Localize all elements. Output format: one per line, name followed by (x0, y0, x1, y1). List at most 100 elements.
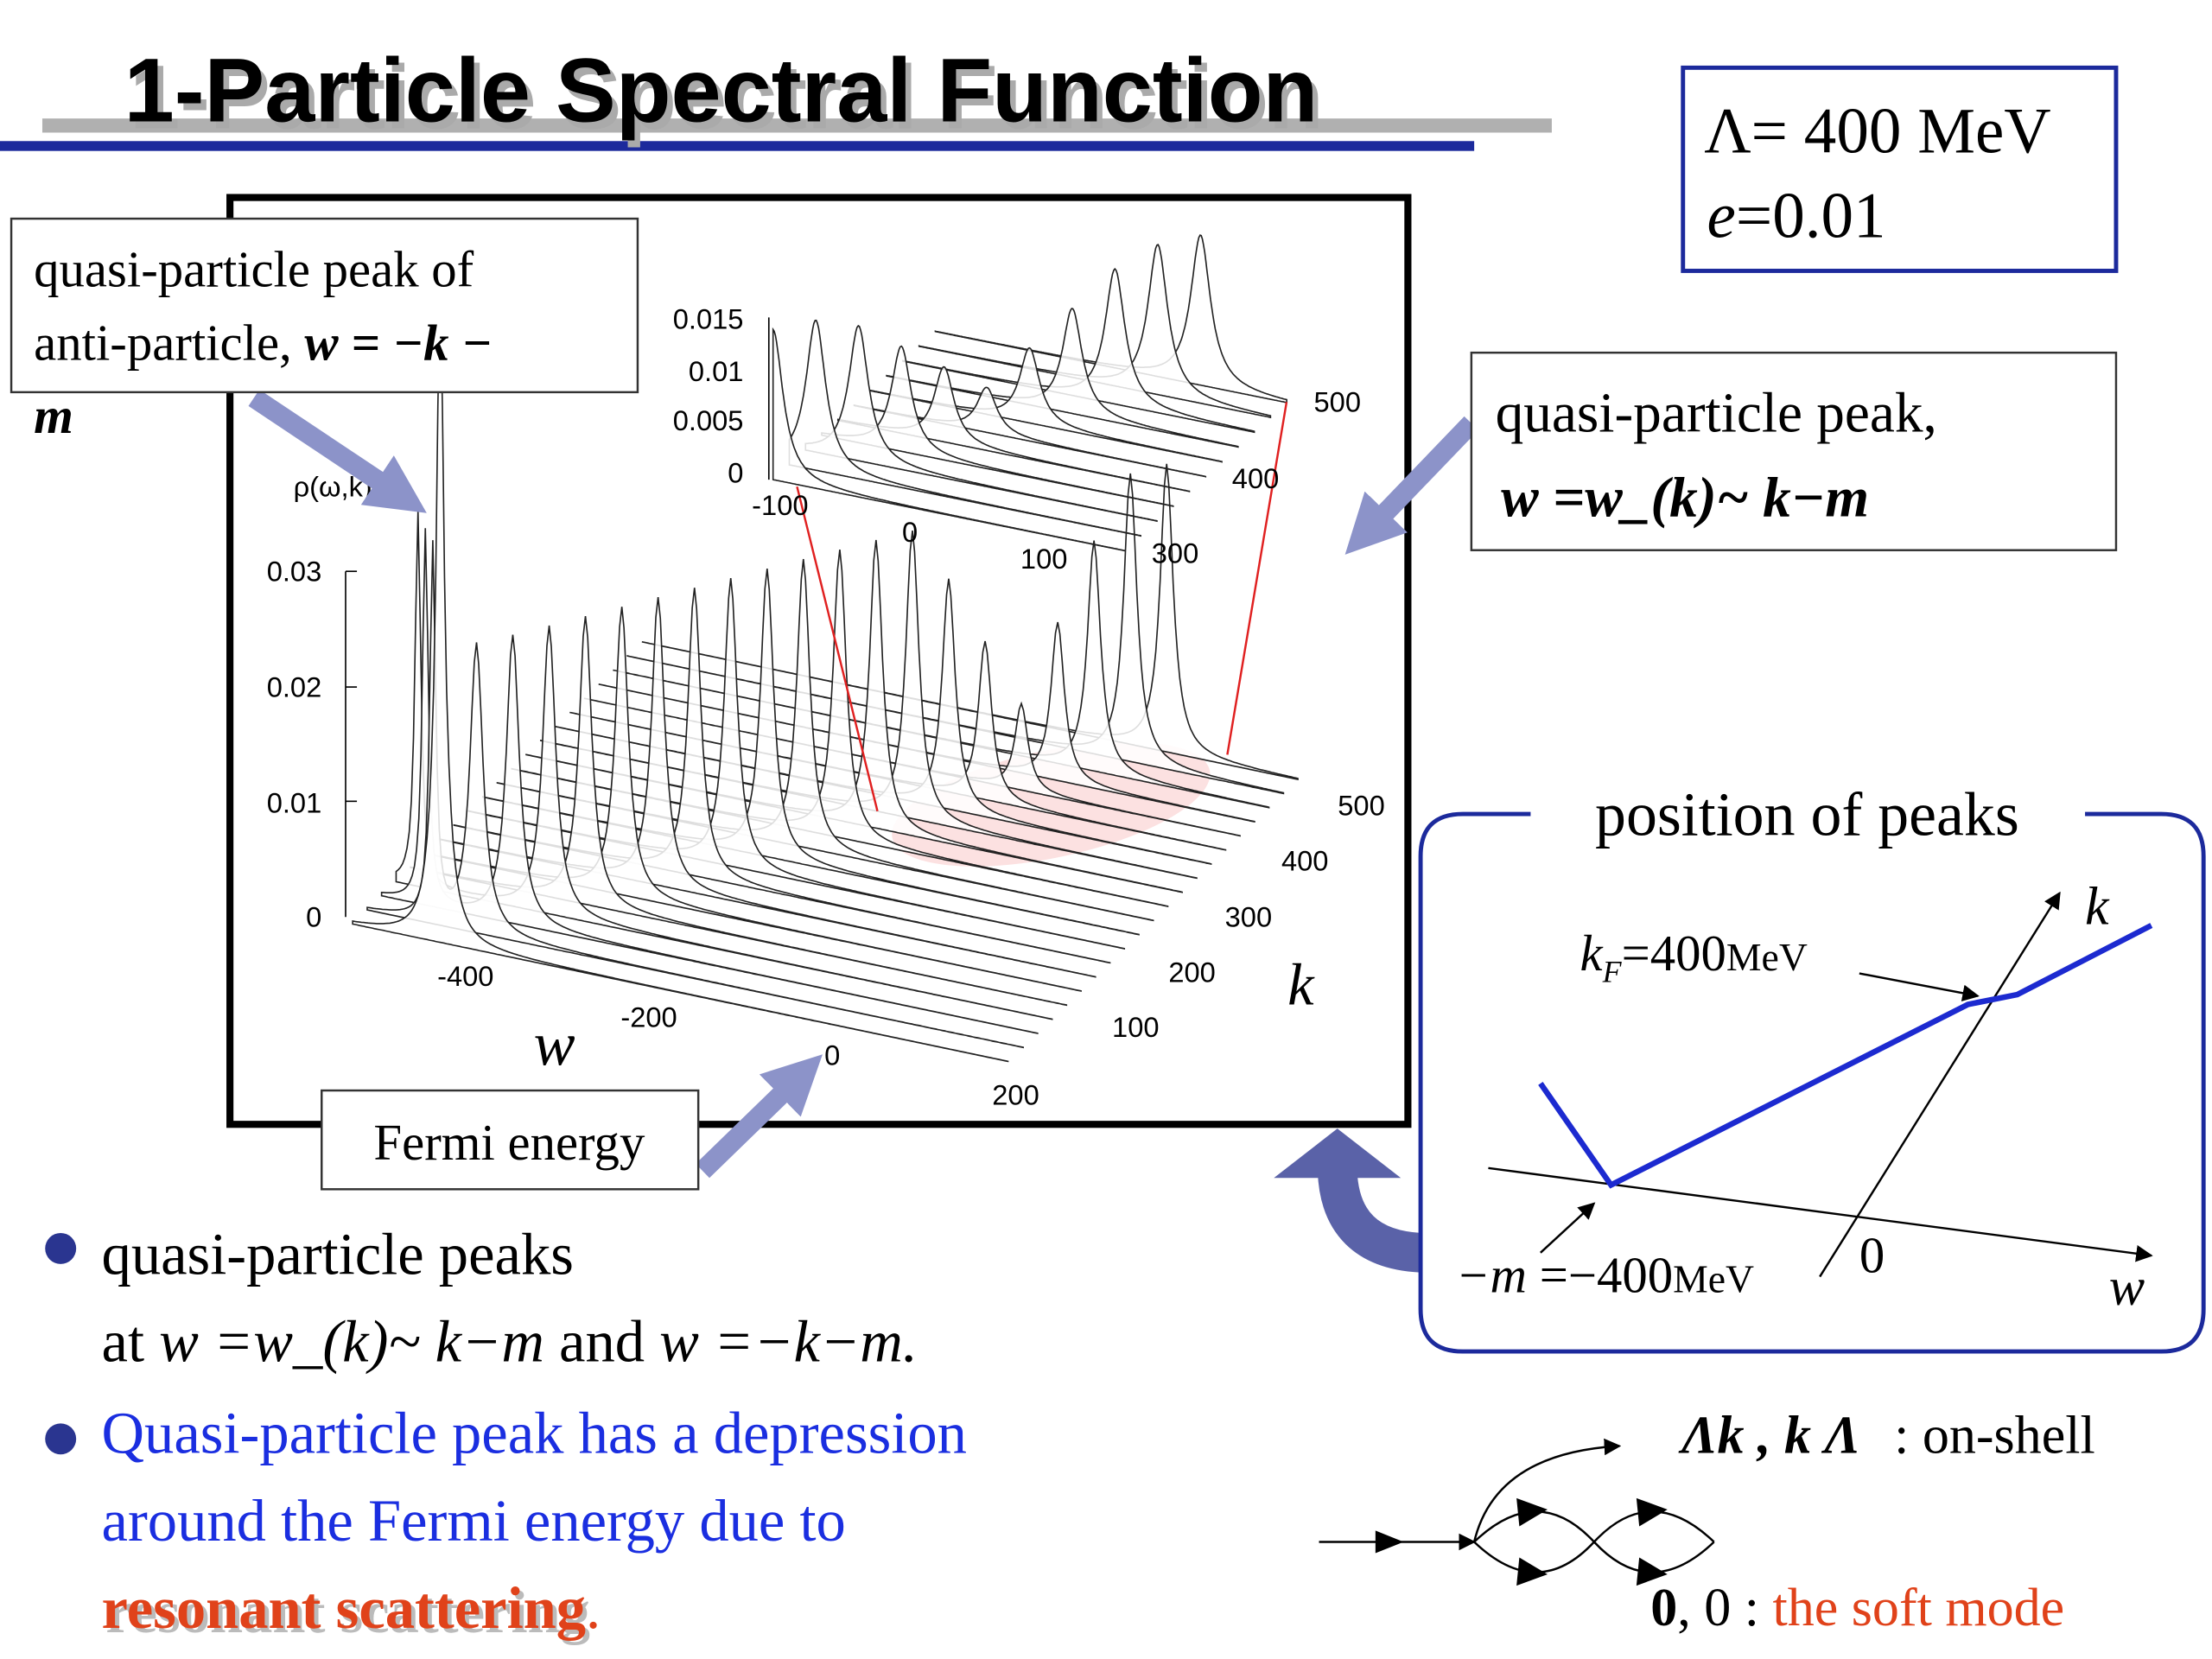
callout-box (10, 217, 639, 394)
callout-box (321, 1089, 700, 1191)
bullet (45, 1423, 77, 1455)
callout-arrow (1344, 416, 1479, 555)
epsilon-symbol: e (1707, 180, 1736, 251)
kf-sub: F (1602, 954, 1623, 988)
cutoff: Λ= 400 MeV (1704, 95, 2050, 167)
inset-k-tick-label: 500 (1314, 386, 1361, 418)
callout-formula: w = −k − (304, 315, 492, 371)
w-label: w (534, 1010, 575, 1079)
red-guide (796, 486, 879, 812)
y-tick-label: 0.03 (267, 556, 322, 588)
highlight-shadow: resonant scattering (105, 1580, 589, 1645)
mass-label: −m =−400MeV (1456, 1248, 1754, 1304)
y-tick-label: 0.01 (267, 786, 322, 818)
callout-box (1470, 351, 2118, 551)
text: and (544, 1309, 659, 1375)
kf-unit: MeV (1726, 935, 1808, 979)
rest: , 0 : (1677, 1579, 1772, 1637)
callout-arrow (248, 389, 427, 513)
spectral-curve (395, 511, 1053, 1020)
kf-value: =400 (1622, 925, 1726, 982)
inset-k-tick-label: 400 (1232, 462, 1279, 494)
kf-symbol: k (1580, 925, 1604, 982)
spectral-curve (804, 324, 1158, 523)
spectral-curve (438, 597, 1096, 978)
spectral-curve (788, 319, 1141, 537)
spectral-curve (641, 463, 1299, 781)
spectral-curve (410, 616, 1068, 1007)
callout-formula: m (34, 388, 73, 444)
title-shadow: 1-Particle Spectral Function (130, 48, 1324, 149)
w-tick-label: 0 (824, 1039, 840, 1071)
bullet-text: at w =w_(k)~ k−m and w =−k−m. (102, 1309, 918, 1375)
condition: Λk , k Λ (1678, 1407, 1860, 1465)
mass-value: =−400 (1527, 1248, 1673, 1304)
callout-formula: w =w_(k)~ k−m (1501, 467, 1869, 530)
momenta: 0 (1650, 1579, 1677, 1637)
onshell-condition: Λk , k Λ : on-shell (1678, 1407, 2095, 1465)
line (1472, 1438, 1622, 1542)
callout-text: quasi-particle peak of (34, 241, 474, 297)
callout-arrow (696, 1054, 823, 1179)
title-bar-gray (41, 118, 1552, 133)
spectral-curve (886, 308, 1239, 448)
k-axis (1819, 891, 2061, 1278)
bullet-text: around the Fermi energy due to (102, 1488, 846, 1554)
highlight: resonant scattering. (102, 1575, 601, 1641)
spectral-curve (821, 345, 1174, 508)
inset-y-tick-label: 0.005 (673, 404, 744, 436)
k-tick-label: 300 (1225, 901, 1272, 933)
callout-text: Fermi energy (373, 1115, 645, 1171)
y-tick-label: 0 (306, 901, 321, 933)
k-label: k (1287, 951, 1315, 1017)
k-tick-label: 400 (1281, 844, 1328, 876)
formula: w =−k−m. (659, 1309, 918, 1375)
peak-curve (1538, 923, 2153, 1189)
red-guide (1226, 402, 1288, 755)
spectral-curve (380, 528, 1039, 1034)
spectral-curve (569, 640, 1227, 851)
origin-label: 0 (1859, 1228, 1885, 1284)
highlight-text: resonant scattering (102, 1575, 586, 1641)
mass-symbol: −m (1456, 1248, 1527, 1304)
kf-label: kF=400MeV (1580, 925, 1808, 988)
k-axis-label: k (2085, 877, 2110, 936)
spectral-curve (424, 607, 1082, 992)
k-tick-label: 500 (1338, 790, 1384, 822)
onshell-label: : on-shell (1894, 1407, 2095, 1465)
panel-title: position of peaks (1595, 780, 2019, 849)
link-arrow (1317, 1169, 1422, 1273)
end: . (586, 1575, 601, 1641)
y-ticks (346, 570, 358, 803)
inset-y-tick-label: 0 (728, 456, 743, 488)
mass-unit: MeV (1673, 1257, 1754, 1301)
callout-text: quasi-particle peak, (1496, 383, 1937, 445)
epsilon: e=0.01 (1707, 180, 1886, 251)
inset-y-tick-label: 0.01 (689, 355, 744, 387)
waterfall-main (352, 279, 1299, 1063)
text: at (102, 1309, 160, 1375)
pointer (1859, 972, 1980, 1001)
bullet (45, 1232, 77, 1264)
pointer (1540, 1202, 1596, 1254)
inset-w-tick-label: -100 (752, 489, 808, 521)
inset-w-tick-label: 100 (1020, 543, 1067, 575)
soft-label: the soft mode (1773, 1579, 2065, 1637)
k-tick-label: 200 (1168, 956, 1215, 988)
w-tick-label: 200 (992, 1078, 1039, 1110)
line (1473, 1510, 1715, 1573)
y-tick-label: 0.02 (267, 671, 322, 703)
formula: w =w_(k)~ k−m (159, 1309, 544, 1375)
inset-k-tick-label: 300 (1152, 537, 1198, 569)
soft-mode: 0, 0 : the soft mode (1650, 1579, 2064, 1637)
spectral-curve (352, 279, 1009, 1063)
k-tick-label: 100 (1112, 1011, 1159, 1043)
w-tick-label: -400 (437, 960, 493, 992)
title: 1-Particle Spectral Function (124, 40, 1319, 141)
spectral-curve (772, 327, 1126, 552)
bullet-text: quasi-particle peaks (102, 1221, 574, 1287)
callout-text: anti-particle, w = −k − (34, 315, 493, 371)
params-box (1681, 65, 2119, 273)
